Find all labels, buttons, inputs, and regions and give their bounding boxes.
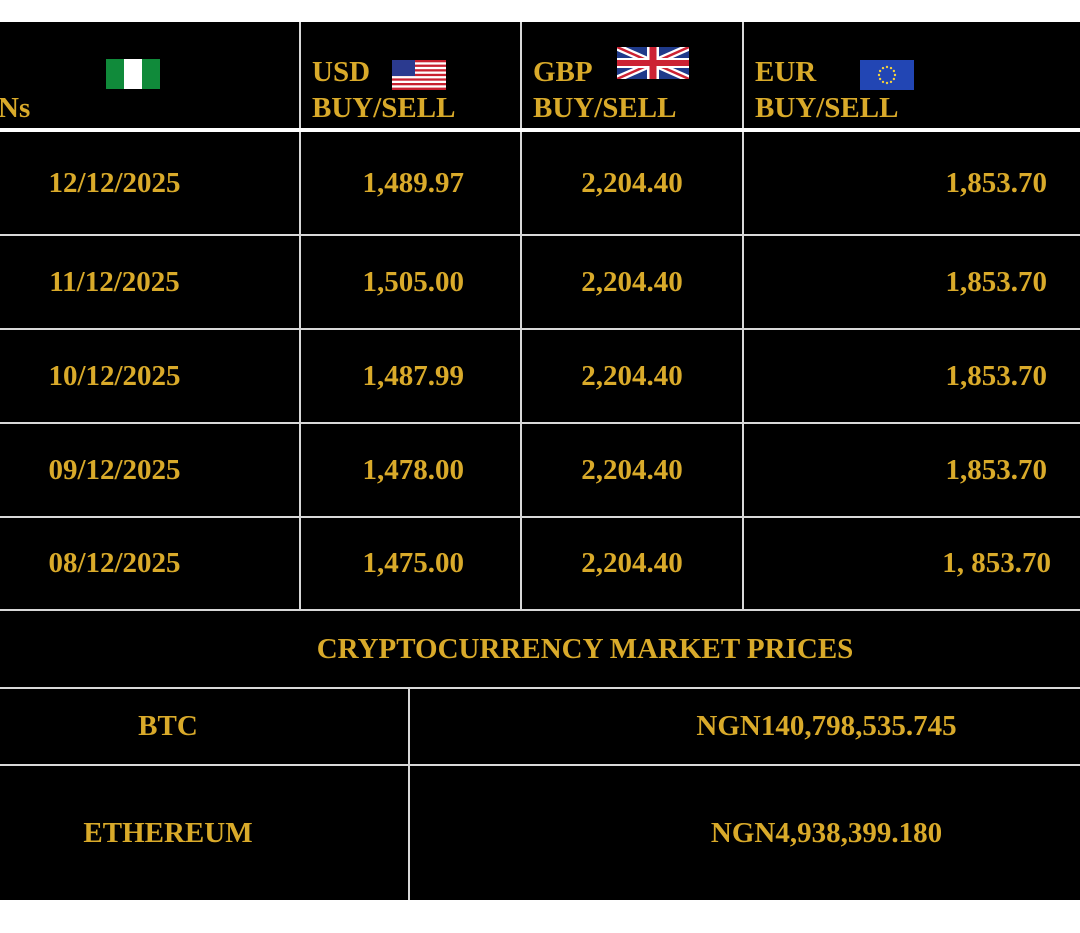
row-divider — [0, 687, 1080, 689]
nigeria-flag-icon — [106, 59, 160, 89]
header-gbp-sub: BUY/SELL — [533, 92, 677, 124]
row-divider — [0, 234, 1080, 236]
date-cell: 12/12/2025 — [48, 166, 181, 199]
column-divider — [408, 688, 410, 900]
header-date-fragment: Ns — [0, 92, 31, 124]
row-divider — [0, 328, 1080, 330]
date-cell: 08/12/2025 — [48, 547, 181, 579]
eur-rate-cell: 1, 853.70 — [942, 547, 1051, 579]
usd-rate-cell: 1,478.00 — [362, 453, 465, 486]
row-divider — [0, 764, 1080, 766]
date-cell: 10/12/2025 — [48, 359, 181, 392]
date-cell: 09/12/2025 — [48, 453, 181, 486]
exchange-rate-table: Ns USD BUY/SELL GBP BUY/SELL EUR BUY/SEL… — [0, 22, 1080, 900]
crypto-price-cell: NGN4,938,399.180 — [710, 816, 943, 849]
eur-rate-cell: 1,853.70 — [945, 359, 1048, 392]
column-divider — [299, 22, 301, 610]
gbp-rate-cell: 2,204.40 — [581, 453, 683, 486]
usd-rate-cell: 1,487.99 — [362, 359, 465, 392]
usd-rate-cell: 1,505.00 — [362, 265, 465, 298]
gbp-rate-cell: 2,204.40 — [581, 359, 683, 392]
row-divider — [0, 422, 1080, 424]
row-divider — [0, 609, 1080, 611]
crypto-name-cell: ETHEREUM — [83, 816, 253, 849]
header-usd-code: USD — [312, 56, 371, 88]
usa-flag-icon — [392, 60, 446, 90]
header-divider — [0, 128, 1080, 132]
usd-rate-cell: 1,475.00 — [362, 547, 465, 579]
eur-rate-cell: 1,853.70 — [945, 166, 1048, 199]
header-gbp-code: GBP — [533, 56, 593, 88]
usd-rate-cell: 1,489.97 — [362, 166, 465, 199]
column-divider — [520, 22, 522, 610]
crypto-name-cell: BTC — [138, 710, 198, 742]
eu-flag-icon — [860, 60, 914, 90]
header-eur-sub: BUY/SELL — [755, 92, 899, 124]
header-eur-code: EUR — [755, 56, 817, 88]
gbp-rate-cell: 2,204.40 — [581, 547, 683, 579]
eur-rate-cell: 1,853.70 — [945, 265, 1048, 298]
row-divider — [0, 516, 1080, 518]
eur-rate-cell: 1,853.70 — [945, 453, 1048, 486]
uk-flag-icon — [617, 47, 689, 79]
column-divider — [742, 22, 744, 610]
gbp-rate-cell: 2,204.40 — [581, 166, 683, 199]
crypto-section-title: CRYPTOCURRENCY MARKET PRICES — [316, 632, 854, 665]
date-cell: 11/12/2025 — [49, 265, 180, 298]
gbp-rate-cell: 2,204.40 — [581, 265, 683, 298]
crypto-price-cell: NGN140,798,535.745 — [696, 710, 957, 742]
header-usd-sub: BUY/SELL — [312, 92, 456, 124]
